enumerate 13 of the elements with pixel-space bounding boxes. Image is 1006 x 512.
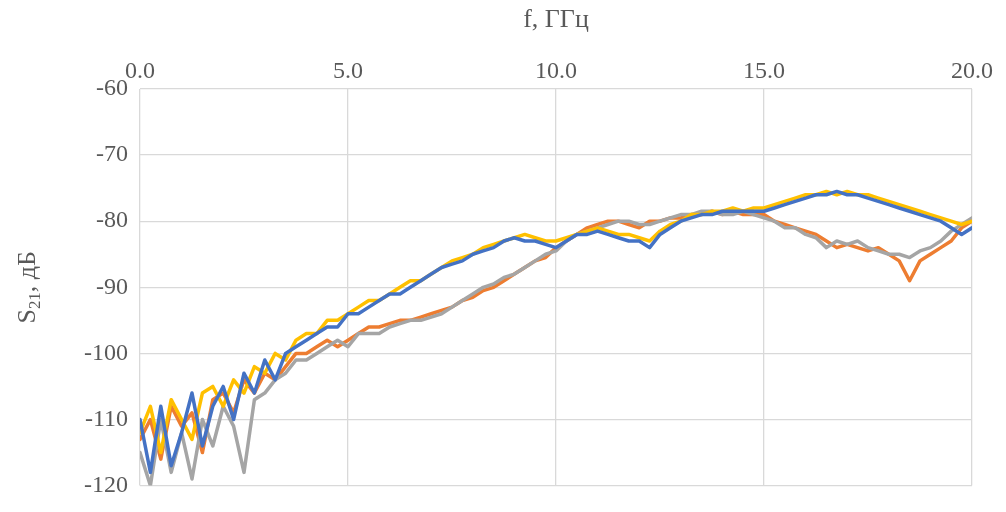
x-tick-label: 5.0 (333, 56, 363, 83)
x-axis-title: f, ГГц (523, 3, 589, 33)
x-tick-label: 15.0 (743, 56, 785, 83)
y-tick-label: -90 (96, 272, 128, 299)
x-tick-label: 0.0 (125, 56, 155, 83)
x-tick-label: 10.0 (535, 56, 577, 83)
y-tick-label: -120 (84, 470, 128, 497)
y-tick-label: -70 (96, 140, 128, 167)
y-tick-label: -80 (96, 206, 128, 233)
y-tick-label: -110 (84, 404, 128, 431)
x-tick-label: 20.0 (951, 56, 993, 83)
y-axis-title: S21, дБ (11, 251, 45, 324)
y-tick-label: -100 (84, 338, 128, 365)
